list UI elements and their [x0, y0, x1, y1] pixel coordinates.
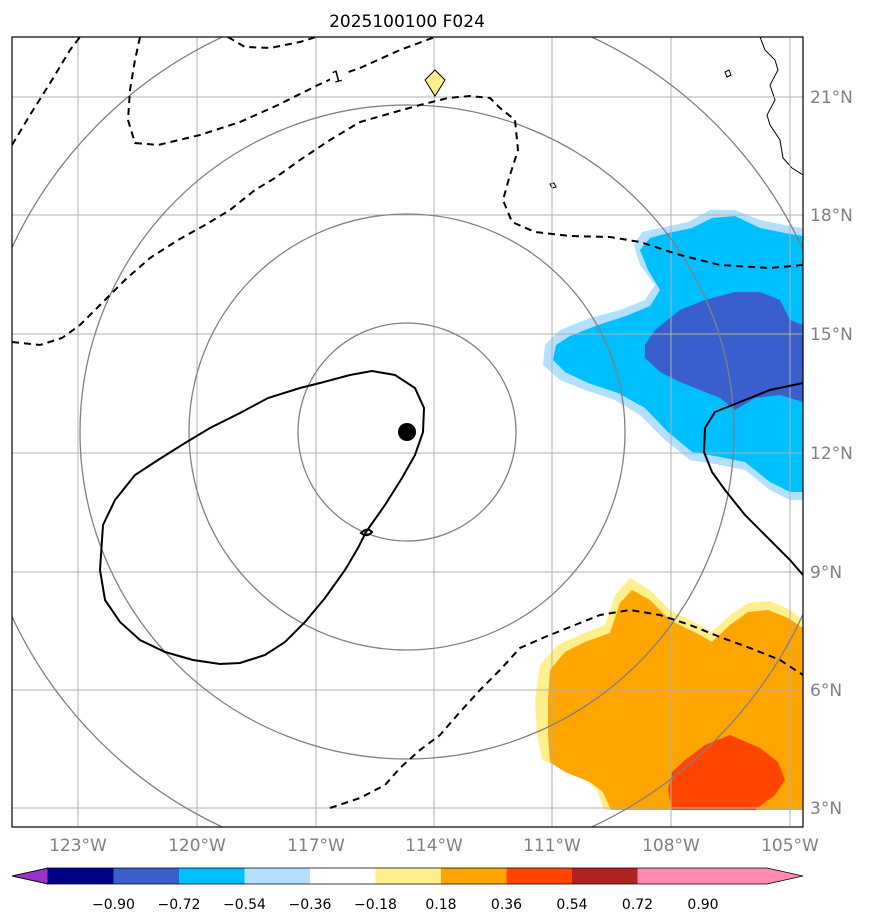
colorbar-label: −0.36 — [289, 897, 332, 913]
lat-tick-label: 6°N — [810, 681, 842, 701]
contour-label: 1 — [330, 66, 345, 87]
colorbar-label: 0.36 — [491, 897, 522, 913]
coastline — [549, 37, 803, 189]
colorbar-segment — [113, 868, 179, 884]
lat-tick-label: 21°N — [810, 88, 853, 108]
lon-tick-label: 117°W — [287, 836, 345, 856]
lat-tick-label: 12°N — [810, 444, 853, 464]
colorbar-label: −0.90 — [92, 897, 135, 913]
colorbar-label: 0.72 — [622, 897, 653, 913]
colorbar-label: −0.54 — [223, 897, 266, 913]
colorbar-segment — [179, 868, 245, 884]
lat-tick-label: 15°N — [810, 325, 853, 345]
positive-anomaly-strong — [668, 735, 785, 810]
map-area: 1 — [12, 37, 803, 827]
storm-center-marker — [398, 423, 416, 441]
longitude-labels: 123°W 120°W 117°W 114°W 111°W 108°W 105°… — [49, 836, 819, 856]
colorbar-label: 0.90 — [687, 897, 718, 913]
positive-anomaly-region — [535, 578, 803, 810]
lat-tick-label: 9°N — [810, 563, 842, 583]
colorbar: −0.90 −0.72 −0.54 −0.36 −0.18 0.18 0.36 … — [11, 867, 804, 913]
colorbar-extend-left — [11, 867, 49, 885]
lon-tick-label: 108°W — [642, 836, 700, 856]
range-rings — [12, 37, 803, 827]
lat-tick-label: 18°N — [810, 206, 853, 226]
contour-label-bg — [330, 66, 344, 86]
lon-tick-label: 105°W — [761, 836, 819, 856]
colorbar-label: 0.18 — [425, 897, 456, 913]
map-frame — [11, 36, 804, 828]
colorbar-segment — [441, 868, 507, 884]
colorbar-segment — [637, 868, 703, 884]
colorbar-label: −0.18 — [354, 897, 397, 913]
lon-tick-label: 120°W — [168, 836, 226, 856]
solid-contours — [98, 369, 803, 666]
figure-title: 2025100100 F024 — [329, 12, 485, 32]
colorbar-segment — [310, 868, 376, 884]
colorbar-segment — [244, 868, 310, 884]
graticule — [12, 37, 803, 827]
latitude-labels: 21°N 18°N 15°N 12°N 9°N 6°N 3°N — [810, 88, 853, 819]
lon-tick-label: 111°W — [523, 836, 581, 856]
dashed-contours — [12, 37, 803, 809]
colorbar-segment — [375, 868, 441, 884]
lat-tick-label: 3°N — [810, 799, 842, 819]
colorbar-segment — [48, 868, 114, 884]
colorbar-outline — [11, 867, 804, 885]
negative-anomaly-region — [543, 210, 803, 500]
lon-tick-label: 114°W — [405, 836, 463, 856]
colorbar-label: −0.72 — [158, 897, 201, 913]
colorbar-segment — [506, 868, 572, 884]
colorbar-label: 0.54 — [556, 897, 587, 913]
colorbar-segment — [572, 868, 638, 884]
lon-tick-label: 123°W — [49, 836, 107, 856]
colorbar-extend-right — [703, 868, 803, 884]
small-positive-cell — [424, 69, 446, 97]
